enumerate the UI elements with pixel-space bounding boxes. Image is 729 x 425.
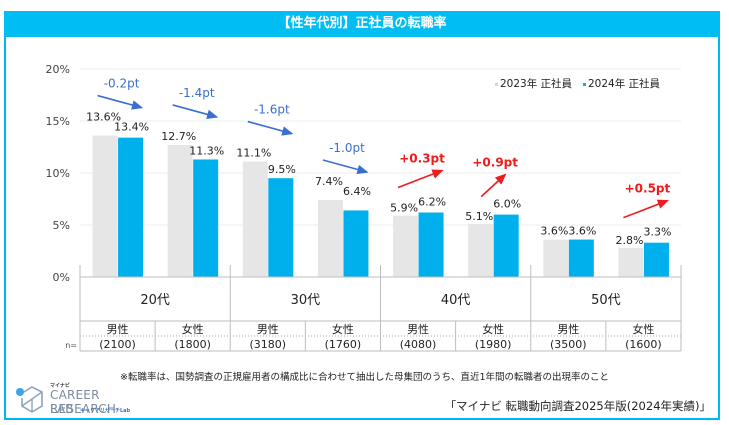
bar-2023 (618, 247, 644, 277)
gender-label: 男性 (557, 322, 579, 336)
data-label-2023: 3.6% (540, 225, 568, 238)
n-label: n= (65, 341, 77, 350)
sample-size-label: (4080) (400, 338, 437, 351)
bar-2023 (167, 144, 193, 277)
data-label-2023: 2.8% (615, 234, 643, 247)
data-label-2024: 6.2% (418, 196, 446, 209)
data-label-2024: 6.0% (493, 198, 521, 211)
gender-label: 女性 (632, 322, 654, 336)
data-label-2023: 13.6% (86, 111, 121, 124)
y-tick-label: 0% (53, 271, 70, 284)
age-group-label: 50代 (591, 293, 621, 308)
change-annotation: -1.4pt (179, 86, 215, 100)
change-arrow-icon (397, 169, 444, 189)
data-label-2024: 11.3% (189, 144, 224, 157)
gender-label: 女性 (332, 322, 354, 336)
bar-2024 (418, 212, 444, 277)
age-group-label: 20代 (140, 293, 170, 308)
footnote: ※転職率は、国勢調査の正規雇用者の構成比に合わせて抽出した母集団のうち、直近1年… (119, 372, 609, 383)
bar-2024 (493, 214, 519, 277)
change-arrow-icon (623, 199, 669, 219)
bar-2023 (468, 223, 494, 277)
gender-label: 女性 (182, 322, 204, 336)
bar-2024 (118, 137, 144, 277)
gender-label: 女性 (482, 322, 504, 336)
cube-logo-icon (16, 386, 43, 413)
legend-swatch (495, 83, 498, 86)
age-group-label: 30代 (291, 293, 321, 308)
legend-label: 2023年 正社員 (500, 77, 573, 90)
change-annotation: -0.2pt (104, 77, 140, 91)
bar-2024 (643, 242, 669, 277)
change-annotation: -1.0pt (329, 141, 365, 155)
sample-size-label: (1760) (325, 338, 362, 351)
bar-2023 (242, 161, 268, 277)
data-label-2023: 5.9% (390, 202, 418, 215)
sample-size-label: (2100) (99, 338, 136, 351)
data-label-2023: 12.7% (161, 130, 196, 143)
logo-line2-sub: キャリアリサーチLab (80, 408, 131, 414)
change-annotation: -1.6pt (254, 103, 290, 117)
bar-2023 (543, 239, 569, 277)
sample-size-label: (1600) (625, 338, 662, 351)
change-annotation: +0.9pt (472, 156, 518, 170)
change-arrow-icon (97, 94, 144, 110)
legend-swatch (583, 83, 586, 86)
logo-line1: CAREER RESEARCH (50, 388, 117, 416)
bar-2024 (268, 178, 294, 277)
change-arrow-icon (247, 120, 294, 136)
gender-label: 男性 (257, 322, 279, 336)
sample-size-label: (1980) (475, 338, 512, 351)
bar-2023 (92, 135, 118, 277)
data-label-2023: 7.4% (315, 175, 343, 188)
sample-size-label: (3180) (250, 338, 287, 351)
data-label-2024: 9.5% (268, 163, 296, 176)
change-arrow-icon (322, 159, 369, 175)
change-annotation: +0.3pt (399, 152, 445, 166)
data-label-2023: 5.1% (465, 210, 493, 223)
bar-2024 (568, 239, 594, 277)
age-group-label: 40代 (441, 293, 471, 308)
logo-brand-small: マイナビ (50, 383, 70, 389)
source-citation: 「マイナビ 転職動向調査2025年版(2024年実績)」 (444, 399, 711, 413)
y-tick-label: 20% (46, 63, 70, 76)
data-label-2024: 3.6% (568, 225, 596, 238)
change-arrow-icon (480, 173, 507, 198)
sample-size-label: (3500) (550, 338, 587, 351)
bar-2024 (193, 159, 219, 277)
data-label-2023: 11.1% (236, 147, 271, 160)
change-annotation: +0.5pt (625, 182, 671, 196)
y-tick-label: 15% (46, 115, 70, 128)
sample-size-label: (1800) (174, 338, 211, 351)
logo: マイナビ CAREER RESEARCH LAB キャリアリサーチLab (14, 382, 154, 416)
bar-2023 (317, 200, 343, 277)
bar-2023 (393, 215, 419, 277)
legend-label: 2024年 正社員 (588, 77, 661, 90)
data-label-2024: 6.4% (343, 185, 371, 198)
change-arrow-icon (172, 104, 219, 120)
y-tick-label: 10% (46, 167, 70, 180)
data-label-2024: 13.4% (114, 121, 149, 134)
y-tick-label: 5% (53, 219, 70, 232)
logo-line2: LAB (50, 402, 74, 416)
chart-title: 【性年代別】正社員の転職率 (4, 11, 720, 37)
data-label-2024: 3.3% (643, 226, 671, 239)
bar-2024 (343, 210, 369, 277)
gender-label: 男性 (407, 322, 429, 336)
gender-label: 男性 (107, 322, 129, 336)
